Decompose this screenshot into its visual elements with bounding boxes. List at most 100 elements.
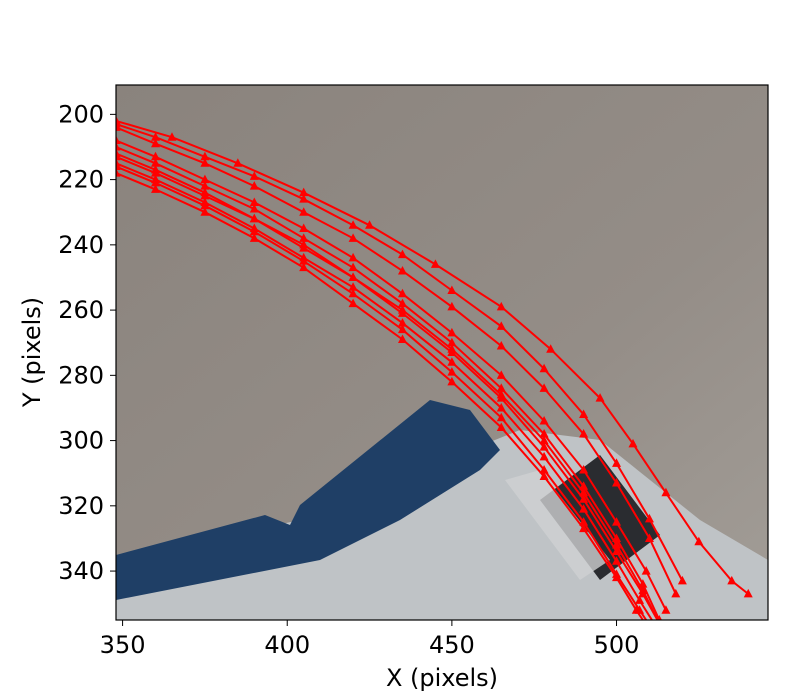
- trajectory-point: [694, 536, 704, 546]
- trajectory-point: [299, 187, 309, 197]
- trajectory-point: [661, 605, 671, 614]
- trajectory-point: [579, 517, 589, 526]
- trajectory-point: [496, 301, 506, 311]
- trajectory-point: [612, 556, 622, 565]
- trajectory-point: [496, 412, 506, 422]
- trajectory-point: [579, 429, 589, 438]
- trajectory-point: [151, 164, 161, 174]
- trajectory-point: [638, 585, 648, 595]
- trajectory-point: [644, 533, 654, 542]
- trajectory-point: [397, 298, 407, 308]
- trajectory-line: [116, 119, 749, 595]
- trajectory-point: [612, 458, 622, 467]
- trajectory-point: [579, 487, 589, 497]
- trajectory-point: [397, 318, 407, 327]
- plot-frame: [115, 84, 769, 621]
- trajectory-point: [348, 298, 358, 308]
- slot-frame-shape: [505, 470, 610, 580]
- trajectory-point: [539, 363, 549, 373]
- trajectory-point: [299, 233, 309, 242]
- trajectory-point: [249, 223, 259, 233]
- trajectory-point: [249, 213, 259, 223]
- trajectory-point: [539, 429, 549, 438]
- trajectory-point: [116, 141, 121, 151]
- trajectory-point: [727, 575, 737, 585]
- trajectory-point: [635, 595, 645, 604]
- trajectory-9: [116, 119, 687, 585]
- trajectory-point: [612, 477, 622, 487]
- trajectory-point: [397, 249, 407, 259]
- trajectory-point: [430, 259, 440, 268]
- trajectory-point: [249, 171, 259, 180]
- trajectory-point: [595, 393, 605, 402]
- trajectory-point: [167, 132, 177, 141]
- trajectory-line: [116, 162, 654, 620]
- y-tick-label: 260: [58, 296, 104, 324]
- trajectory-4: [116, 168, 645, 620]
- trajectory-point: [151, 184, 161, 193]
- y-axis-label: Y (pixels): [18, 297, 46, 408]
- trajectory-point: [644, 513, 654, 523]
- trajectory-point: [348, 282, 358, 291]
- trajectory-point: [299, 207, 309, 216]
- trajectory-point: [116, 168, 121, 177]
- trajectory-point: [200, 181, 210, 190]
- trajectory-point: [249, 181, 259, 190]
- trajectory-point: [496, 422, 506, 432]
- trajectory-point: [151, 132, 161, 141]
- x-tick-label: 450: [429, 631, 475, 659]
- trajectory-point: [612, 517, 622, 526]
- trajectory-point: [743, 588, 753, 598]
- trajectory-line: [116, 165, 648, 620]
- trajectory-point: [447, 337, 457, 347]
- trajectory-8: [116, 122, 681, 598]
- trajectory-point: [579, 409, 589, 418]
- x-axis-ticks: 350 400 450 500: [100, 620, 639, 659]
- trajectory-point: [151, 138, 161, 148]
- trajectory-point: [299, 252, 309, 262]
- trajectory-point: [612, 546, 622, 555]
- trajectory-line: [116, 172, 645, 620]
- y-tick-label: 340: [58, 557, 104, 585]
- trajectory-point: [539, 471, 549, 480]
- x-tick-label: 400: [264, 631, 310, 659]
- trajectory-point: [348, 233, 358, 242]
- y-tick-label: 200: [58, 100, 104, 128]
- trajectory-point: [348, 262, 358, 272]
- trajectory-point: [496, 389, 506, 399]
- trajectory-point: [539, 435, 549, 445]
- x-axis-label: X (pixels): [386, 664, 498, 692]
- trajectory-point: [200, 187, 210, 197]
- y-tick-label: 300: [58, 427, 104, 455]
- trajectory-point: [397, 324, 407, 334]
- trajectory-point: [397, 334, 407, 343]
- trajectory-point: [116, 135, 121, 144]
- trajectory-point: [496, 402, 506, 412]
- trajectory-line: [116, 155, 659, 620]
- y-axis-ticks: 200 220 240 260 280 300 320 340: [58, 100, 116, 585]
- y-tick-label: 240: [58, 231, 104, 259]
- trajectory-point: [116, 115, 121, 125]
- trajectory-point: [249, 197, 259, 206]
- trajectory-point: [539, 442, 549, 451]
- trajectory-point: [151, 174, 161, 184]
- trajectory-point: [496, 321, 506, 330]
- trajectory-point: [365, 220, 375, 229]
- trajectory-point: [628, 438, 638, 448]
- blue-object-shape: [116, 400, 500, 600]
- trajectory-point: [661, 487, 671, 497]
- trajectory-7: [116, 158, 654, 620]
- trajectory-10: [116, 115, 753, 598]
- trajectory-point: [348, 288, 358, 298]
- trajectory-point: [200, 158, 210, 167]
- trajectory-point: [539, 464, 549, 474]
- trajectory-point: [579, 494, 589, 503]
- trajectory-point: [299, 239, 309, 249]
- y-tick-label: 320: [58, 492, 104, 520]
- trajectory-point: [151, 151, 161, 161]
- trajectory-point: [539, 383, 549, 392]
- trajectory-point: [496, 370, 506, 379]
- trajectory-point: [348, 220, 358, 229]
- trajectory-3: [116, 141, 662, 620]
